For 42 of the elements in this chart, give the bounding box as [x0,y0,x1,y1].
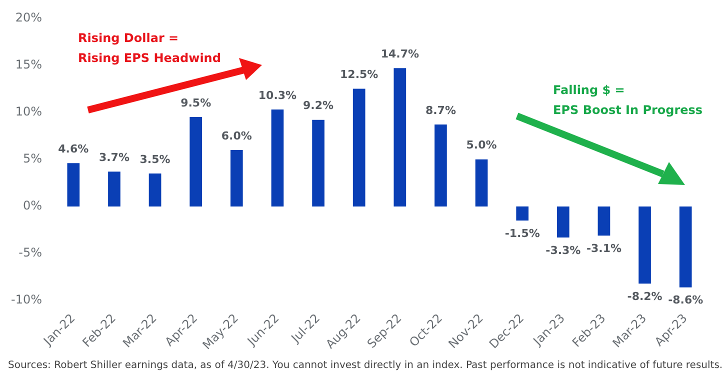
bar [516,206,529,221]
y-tick-label: 20% [15,10,42,24]
y-tick-label: 10% [15,104,42,118]
data-label: -1.5% [504,226,540,240]
data-label: -3.3% [546,244,581,257]
bar [598,206,610,236]
data-label: 5.0% [466,138,497,152]
y-tick-label: 0% [22,198,42,213]
y-tick-label: 5% [22,152,42,166]
bar [190,117,202,206]
y-tick-label: 15% [15,57,42,72]
data-label: -3.1% [586,242,622,255]
bar [556,206,570,238]
data-label: 9.2% [303,99,334,112]
annotation: Rising Dollar = Rising EPS Headwind [78,30,221,67]
bar [230,150,243,206]
bar [352,88,366,206]
source-note: Sources: Robert Shiller earnings data, as of 4/30/23. You cannot invest directly in an index. Past performance is not indicative of future results. [8,360,723,371]
bar [148,174,162,206]
data-label: 3.7% [98,150,130,164]
bar [475,159,488,206]
y-tick-label: -5% [18,246,42,260]
data-label: -8.6% [668,294,704,307]
data-label: 14.7% [380,47,419,60]
bar [679,206,692,288]
bar [67,163,80,206]
data-label: 12.5% [340,68,378,82]
data-label: 4.6% [58,142,89,156]
bar [394,68,406,206]
data-label: 10.3% [258,88,297,102]
data-label: 8.7% [425,104,456,117]
data-label: 3.5% [140,152,170,166]
data-label: -8.2% [627,290,662,303]
bar [108,172,120,206]
bar [271,110,284,206]
bar [312,120,324,206]
bar [638,206,651,284]
bar [434,124,447,206]
y-tick-label: -10% [10,292,42,307]
data-label: 9.5% [180,96,212,110]
data-label: 6.0% [221,129,252,142]
annotation: Falling $ = EPS Boost In Progress [553,82,703,119]
